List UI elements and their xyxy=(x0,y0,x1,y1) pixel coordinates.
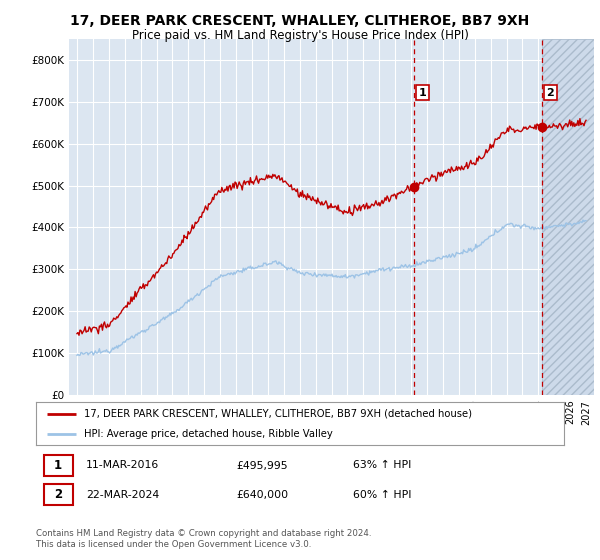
Text: 1: 1 xyxy=(54,459,62,472)
FancyBboxPatch shape xyxy=(44,484,73,506)
Text: Contains HM Land Registry data © Crown copyright and database right 2024.
This d: Contains HM Land Registry data © Crown c… xyxy=(36,529,371,549)
Text: 2: 2 xyxy=(54,488,62,501)
Text: 17, DEER PARK CRESCENT, WHALLEY, CLITHEROE, BB7 9XH: 17, DEER PARK CRESCENT, WHALLEY, CLITHER… xyxy=(70,14,530,28)
Text: 1: 1 xyxy=(419,87,427,97)
Text: Price paid vs. HM Land Registry's House Price Index (HPI): Price paid vs. HM Land Registry's House … xyxy=(131,29,469,42)
Text: 2: 2 xyxy=(547,87,554,97)
Text: £640,000: £640,000 xyxy=(236,490,289,500)
Text: HPI: Average price, detached house, Ribble Valley: HPI: Average price, detached house, Ribb… xyxy=(83,430,332,439)
Text: 63% ↑ HPI: 63% ↑ HPI xyxy=(353,460,411,470)
Text: 22-MAR-2024: 22-MAR-2024 xyxy=(86,490,160,500)
Text: £495,995: £495,995 xyxy=(236,460,288,470)
Bar xyxy=(542,39,594,395)
Text: 17, DEER PARK CRESCENT, WHALLEY, CLITHEROE, BB7 9XH (detached house): 17, DEER PARK CRESCENT, WHALLEY, CLITHER… xyxy=(83,409,472,419)
FancyBboxPatch shape xyxy=(44,455,73,476)
Text: 60% ↑ HPI: 60% ↑ HPI xyxy=(353,490,412,500)
Bar xyxy=(542,39,594,395)
Text: 11-MAR-2016: 11-MAR-2016 xyxy=(86,460,160,470)
